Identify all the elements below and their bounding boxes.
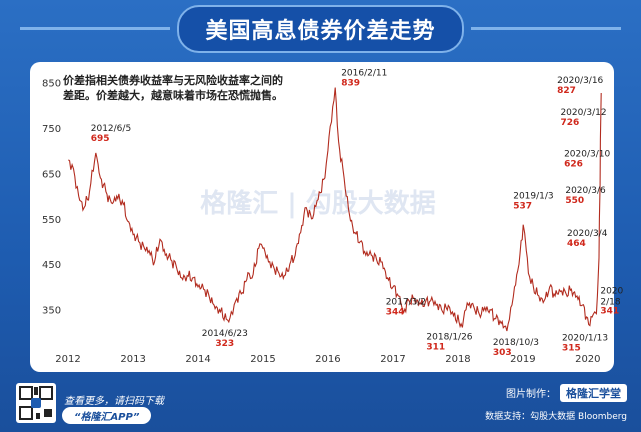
- annotation-value: 323: [215, 339, 234, 349]
- title-bar: 美国高息债券价差走势: [0, 0, 641, 58]
- annotation-date: 2020/3/4: [567, 229, 608, 239]
- y-tick-label: 450: [42, 260, 61, 271]
- x-tick-label: 2014: [185, 354, 210, 365]
- annotation-date: 2012/6/5: [91, 124, 131, 134]
- data-source: 数据支持：勾股大数据 Bloomberg: [485, 412, 627, 422]
- chart-title: 美国高息债券价差走势: [177, 5, 464, 53]
- x-tick-label: 2017: [380, 354, 405, 365]
- line-chart: 格隆汇 | 勾股大数据 350 450 550 650 750 850 2012 2013 201…: [42, 69, 624, 365]
- x-tick-label: 2019: [510, 354, 535, 365]
- annotation-date: 2018/1/26: [426, 332, 472, 342]
- chart-note-line-2: 差距。价差越大，越意味着市场在恐慌抛售。: [63, 89, 283, 102]
- x-tick-label: 2012: [55, 354, 80, 365]
- title-decor-left: [20, 27, 170, 30]
- chart-panel: [30, 62, 614, 372]
- y-tick-label: 350: [42, 306, 61, 317]
- y-tick-label: 550: [42, 215, 61, 226]
- annotation-value: 341: [600, 307, 619, 317]
- annotation-value: 311: [426, 342, 445, 352]
- annotation-date: 2020/3/6: [565, 186, 606, 196]
- qr-code-icon[interactable]: [16, 383, 56, 423]
- x-tick-label: 2018: [445, 354, 470, 365]
- title-decor-right: [471, 27, 621, 30]
- x-tick-label: 2013: [120, 354, 145, 365]
- annotation-date: 2018/10/3: [493, 338, 539, 348]
- y-tick-label: 750: [42, 124, 61, 135]
- chart-note-line-1: 价差指相关债券收益率与无风险收益率之间的: [63, 74, 283, 87]
- download-prompt: 查看更多，请扫码下载: [64, 396, 164, 407]
- credit-label: 图片制作：: [506, 389, 556, 400]
- app-name-badge: “格隆汇APP”: [62, 407, 152, 424]
- annotation-date: 2020: [600, 287, 623, 297]
- chart-note: 价差指相关债券收益率与无风险收益率之间的 差距。价差越大，越意味着市场在恐慌抛售…: [63, 73, 323, 103]
- annotation-date: 2/18: [600, 298, 620, 308]
- annotation-value: 550: [565, 196, 584, 206]
- annotation-value: 464: [567, 239, 586, 249]
- annotation-value: 695: [91, 134, 110, 144]
- y-tick-label: 850: [42, 79, 61, 90]
- annotation-date: 2020/1/13: [562, 334, 608, 344]
- annotation-value: 315: [562, 344, 581, 354]
- annotation-value: 303: [493, 348, 512, 358]
- annotation-date: 2016/2/11: [341, 69, 387, 79]
- y-tick-label: 650: [42, 169, 61, 180]
- annotation-date: 2020/3/10: [564, 149, 610, 159]
- annotation-date: 2014/6/23: [202, 329, 248, 339]
- x-tick-label: 2016: [315, 354, 340, 365]
- image-credit: 图片制作： 格隆汇学堂: [506, 384, 627, 402]
- annotation-value: 726: [560, 118, 579, 128]
- annotation-value: 537: [513, 202, 532, 212]
- annotation-value: 839: [341, 79, 360, 89]
- annotation-value: 344: [386, 307, 405, 317]
- series-line: [68, 87, 602, 332]
- footer: 查看更多，请扫码下载 “格隆汇APP” 图片制作： 格隆汇学堂 数据支持：勾股大数…: [0, 375, 641, 432]
- annotation-date: 2019/1/3: [513, 192, 553, 202]
- annotation-date: 2020/3/16: [557, 76, 603, 86]
- annotation-date: 2017/3/2: [386, 297, 426, 307]
- x-tick-label: 2020: [575, 354, 600, 365]
- x-tick-label: 2015: [250, 354, 275, 365]
- watermark: 格隆汇 | 勾股大数据: [200, 188, 436, 219]
- annotation-date: 2020/3/12: [560, 108, 606, 118]
- annotation-value: 827: [557, 86, 576, 96]
- annotation-value: 626: [564, 159, 583, 169]
- credit-brand-logo: 格隆汇学堂: [560, 384, 627, 402]
